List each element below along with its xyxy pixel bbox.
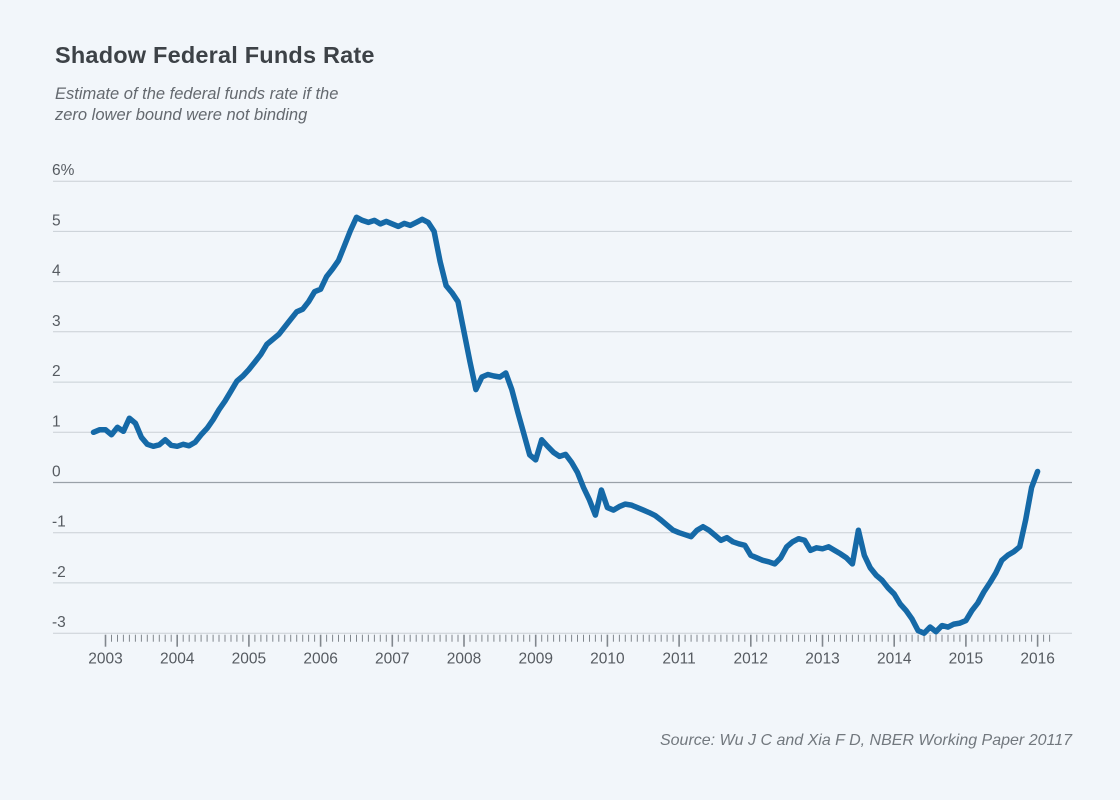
x-axis-label-2012: 2012 xyxy=(734,651,768,668)
x-axis-label-2006: 2006 xyxy=(303,651,337,668)
x-axis-label-2016: 2016 xyxy=(1020,651,1054,668)
chart-subtitle: Estimate of the federal funds rate if th… xyxy=(55,85,339,124)
x-axis-label-2009: 2009 xyxy=(518,651,552,668)
y-axis-label-6: 6% xyxy=(52,162,75,179)
x-axis-label-2007: 2007 xyxy=(375,651,409,668)
shadow-rate-series-line xyxy=(90,214,1041,636)
x-axis-label-2013: 2013 xyxy=(805,651,839,668)
y-axis-label-4: 4 xyxy=(52,263,61,280)
y-axis-label--1: -1 xyxy=(52,514,66,531)
y-axis-label-3: 3 xyxy=(52,313,61,330)
y-axis-label-1: 1 xyxy=(52,413,61,430)
y-axis-label-2: 2 xyxy=(52,363,61,380)
x-axis-label-2014: 2014 xyxy=(877,651,912,668)
x-axis-label-2003: 2003 xyxy=(88,651,122,668)
source-note: Source: Wu J C and Xia F D, NBER Working… xyxy=(659,732,1072,749)
x-axis-label-2015: 2015 xyxy=(949,651,983,668)
y-axis-label--2: -2 xyxy=(52,564,66,581)
y-axis-label-0: 0 xyxy=(52,464,61,481)
x-axis-label-2004: 2004 xyxy=(160,651,195,668)
x-axis-label-2005: 2005 xyxy=(232,651,266,668)
x-axis-label-2008: 2008 xyxy=(447,651,481,668)
x-axis-label-2011: 2011 xyxy=(662,651,695,668)
x-axis-label-2010: 2010 xyxy=(590,651,625,668)
page-title: Shadow Federal Funds Rate xyxy=(55,42,375,68)
y-axis-label-5: 5 xyxy=(52,212,61,229)
y-axis-label--3: -3 xyxy=(52,614,66,631)
